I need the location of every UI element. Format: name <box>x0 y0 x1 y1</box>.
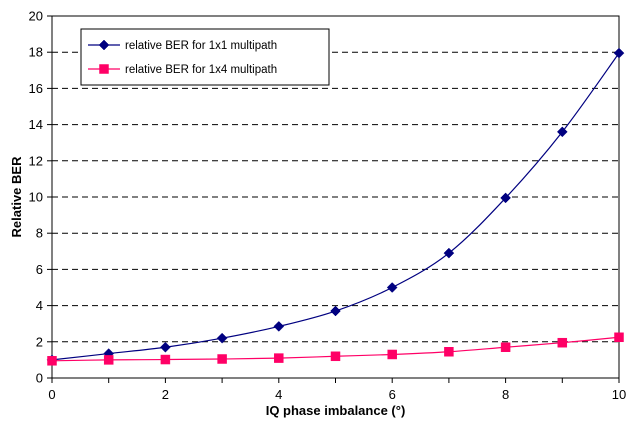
data-point <box>556 126 568 138</box>
series-group <box>46 47 625 366</box>
data-point <box>330 351 341 362</box>
axes: 0 2 4 6 8 10 12 14 16 18 20 0 2 4 6 8 10 <box>29 9 627 403</box>
data-point <box>160 354 171 365</box>
data-point <box>500 192 511 204</box>
x-tick-label: 8 <box>502 387 509 402</box>
x-tick-label: 0 <box>48 387 55 402</box>
data-point <box>330 305 341 317</box>
y-tick-label: 16 <box>29 81 43 96</box>
y-tick-label: 8 <box>36 226 43 241</box>
legend-marker <box>99 64 109 74</box>
data-point <box>444 347 454 357</box>
data-point <box>614 332 624 343</box>
data-point <box>387 349 397 360</box>
x-tick-label: 6 <box>389 387 396 402</box>
data-point <box>443 247 455 259</box>
y-tick-label: 12 <box>29 153 43 168</box>
data-point <box>386 282 398 293</box>
data-point <box>274 353 284 363</box>
data-point <box>216 332 228 344</box>
legend-items: relative BER for 1x1 multipath relative B… <box>88 39 277 76</box>
legend-label: relative BER for 1x1 multipath <box>125 40 277 52</box>
gridlines <box>52 51 619 343</box>
legend-label: relative BER for 1x4 multipath <box>125 64 277 76</box>
y-tick-label: 14 <box>29 117 43 132</box>
data-point <box>500 342 511 352</box>
series-1 <box>46 47 625 366</box>
y-tick-label: 6 <box>36 262 43 277</box>
data-point <box>613 47 625 59</box>
y-tick-label: 4 <box>36 298 43 313</box>
legend-box <box>80 28 330 86</box>
y-tick-label: 10 <box>29 190 43 205</box>
data-point <box>103 355 114 365</box>
data-point <box>160 341 171 353</box>
x-tick-label: 2 <box>162 387 169 402</box>
y-tick-label: 18 <box>29 45 43 60</box>
legend-marker <box>98 39 110 51</box>
x-tick-label: 10 <box>612 387 626 402</box>
x-tick-label: 4 <box>275 387 282 402</box>
legend: relative BER for 1x1 multipath relative B… <box>80 28 330 86</box>
data-point <box>557 337 568 348</box>
y-tick-label: 0 <box>36 371 43 386</box>
y-axis-title: Relative BER <box>9 156 24 238</box>
data-point <box>217 354 227 364</box>
data-point <box>47 356 57 366</box>
series-line <box>51 52 620 361</box>
y-tick-label: 20 <box>29 9 43 24</box>
y-tick-label: 2 <box>36 334 43 349</box>
data-point <box>273 321 285 332</box>
x-axis-title: IQ phase imbalance (°) <box>266 403 406 418</box>
series-2 <box>47 332 624 366</box>
